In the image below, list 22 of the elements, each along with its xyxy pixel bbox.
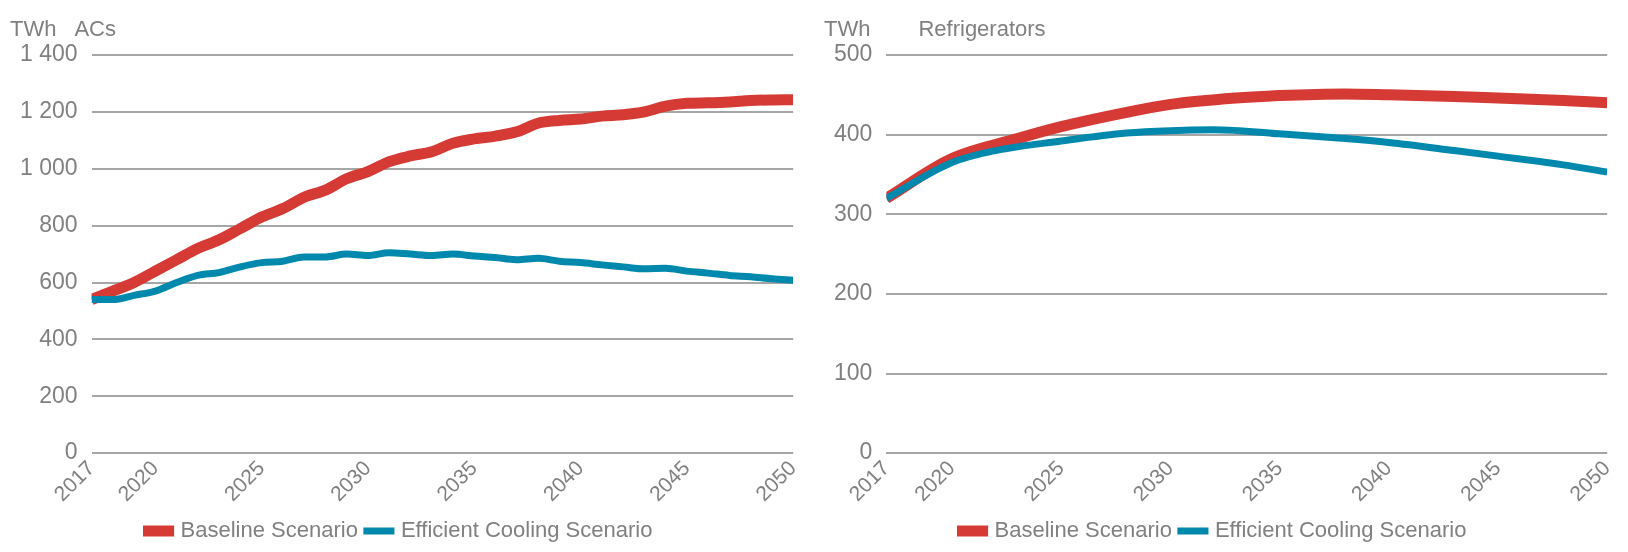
legend-label: Baseline Scenario [994, 517, 1172, 543]
legend-label: Efficient Cooling Scenario [1214, 517, 1467, 543]
chart-title: Refrigerators [918, 16, 1046, 42]
y-tick-label: 0 [859, 438, 873, 465]
y-tick-label: 1 200 [19, 97, 78, 124]
y-tick-label: 100 [834, 358, 873, 385]
y-tick-label: 200 [834, 279, 873, 306]
legend-label: Efficient Cooling Scenario [400, 517, 653, 543]
y-axis-title: TWh [10, 16, 57, 42]
chart-title: ACs [74, 16, 116, 42]
y-tick-label: 300 [834, 199, 873, 226]
y-axis-title: TWh [824, 16, 871, 42]
y-tick-label: 400 [834, 119, 873, 146]
y-tick-label: 500 [834, 40, 873, 67]
y-tick-label: 800 [39, 210, 78, 237]
y-tick-label: 1 400 [19, 40, 78, 67]
y-tick-label: 0 [64, 438, 78, 465]
y-tick-label: 400 [39, 324, 78, 351]
legend-label: Baseline Scenario [180, 517, 358, 543]
y-tick-label: 200 [39, 381, 78, 408]
y-tick-label: 1 000 [19, 154, 78, 181]
y-tick-label: 600 [39, 267, 78, 294]
